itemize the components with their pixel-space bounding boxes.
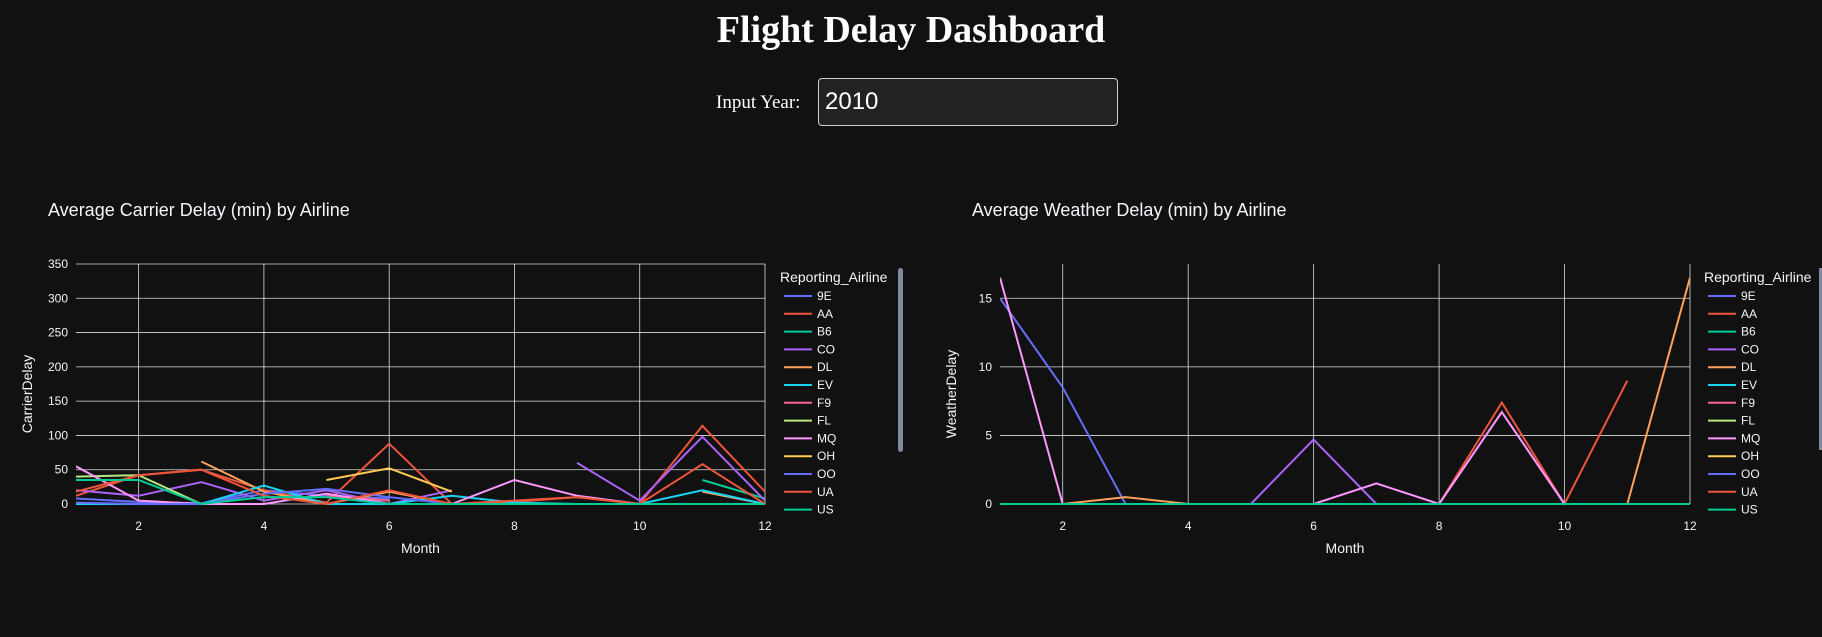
weather-legend-item-EV[interactable]: EV [1741,378,1757,392]
carrier-legend-item-9E[interactable]: 9E [817,289,832,303]
weather-x-tick-8: 8 [1436,519,1443,533]
weather-chart-title: Average Weather Delay (min) by Airline [972,200,1287,220]
carrier-x-tick-4: 4 [261,519,268,533]
carrier-series-US [76,479,765,506]
year-input[interactable] [818,78,1118,126]
carrier-series-OH [326,467,453,493]
carrier-x-tick-12: 12 [758,519,772,533]
weather-x-tick-2: 2 [1059,519,1066,533]
carrier-y-tick-100: 100 [48,428,68,442]
weather-x-tick-12: 12 [1683,519,1697,533]
carrier-y-tick-300: 300 [48,291,68,305]
carrier-x-tick-6: 6 [386,519,393,533]
carrier-chart-title: Average Carrier Delay (min) by Airline [48,200,350,220]
weather-x-tick-10: 10 [1558,519,1572,533]
weather-y-tick-15: 15 [979,291,993,305]
carrier-legend-item-DL[interactable]: DL [817,360,833,374]
carrier-legend-item-UA[interactable]: UA [817,485,834,499]
weather-series-MQ [1000,277,1690,506]
weather-legend-item-9E[interactable]: 9E [1741,289,1756,303]
weather-legend-item-F9[interactable]: F9 [1741,396,1755,410]
carrier-legend-item-B6[interactable]: B6 [817,325,832,339]
carrier-legend-item-OH[interactable]: OH [817,449,835,463]
carrier-x-axis-title: Month [401,540,440,556]
carrier-legend-item-EV[interactable]: EV [817,378,833,392]
carrier-x-tick-10: 10 [633,519,647,533]
page-title: Flight Delay Dashboard [716,9,1106,51]
weather-x-tick-4: 4 [1185,519,1192,533]
weather-legend-scrollbar-edge[interactable] [1819,268,1822,450]
carrier-y-tick-200: 200 [48,360,68,374]
weather-x-tick-6: 6 [1310,519,1317,533]
carrier-y-tick-350: 350 [48,257,68,271]
carrier-y-tick-250: 250 [48,326,68,340]
weather-legend-item-DL[interactable]: DL [1741,360,1757,374]
carrier-x-tick-2: 2 [135,519,142,533]
carrier-y-tick-150: 150 [48,394,68,408]
carrier-y-axis-title: CarrierDelay [19,355,35,434]
year-input-label: Input Year: [716,92,801,113]
year-input-row: Input Year: [0,78,1822,126]
carrier-y-tick-50: 50 [55,463,69,477]
carrier-legend-item-F9[interactable]: F9 [817,396,831,410]
carrier-x-tick-8: 8 [511,519,518,533]
carrier-legend-title: Reporting_Airline [780,269,888,285]
weather-y-tick-10: 10 [979,360,993,374]
weather-legend-item-MQ[interactable]: MQ [1741,431,1760,445]
carrier-legend-item-AA[interactable]: AA [817,307,833,321]
weather-series-DL [1000,277,1690,505]
weather-y-axis-title: WeatherDelay [943,350,959,438]
carrier-legend-item-US[interactable]: US [817,503,834,517]
weather-legend-item-US[interactable]: US [1741,503,1758,517]
weather-legend-item-UA[interactable]: UA [1741,485,1758,499]
weather-y-tick-5: 5 [985,428,992,442]
carrier-series-UA [76,463,765,506]
carrier-legend-item-MQ[interactable]: MQ [817,431,836,445]
weather-legend-item-B6[interactable]: B6 [1741,325,1756,339]
weather-legend-item-OO[interactable]: OO [1741,467,1760,481]
weather-legend-item-AA[interactable]: AA [1741,307,1757,321]
weather-legend-item-CO[interactable]: CO [1741,342,1759,356]
weather-legend-item-OH[interactable]: OH [1741,449,1759,463]
carrier-series-AA [76,424,765,506]
carrier-legend-item-FL[interactable]: FL [817,414,831,428]
carrier-series-B6 [702,479,765,500]
carrier-y-tick-0: 0 [61,497,68,511]
weather-legend-title: Reporting_Airline [1704,269,1812,285]
carrier-legend-scrollbar[interactable] [898,268,903,452]
weather-series-CO [1000,410,1690,505]
weather-x-axis-title: Month [1326,540,1365,556]
weather-y-tick-0: 0 [985,497,992,511]
weather-legend-item-FL[interactable]: FL [1741,414,1755,428]
carrier-legend-item-CO[interactable]: CO [817,342,835,356]
carrier-legend-item-OO[interactable]: OO [817,467,836,481]
